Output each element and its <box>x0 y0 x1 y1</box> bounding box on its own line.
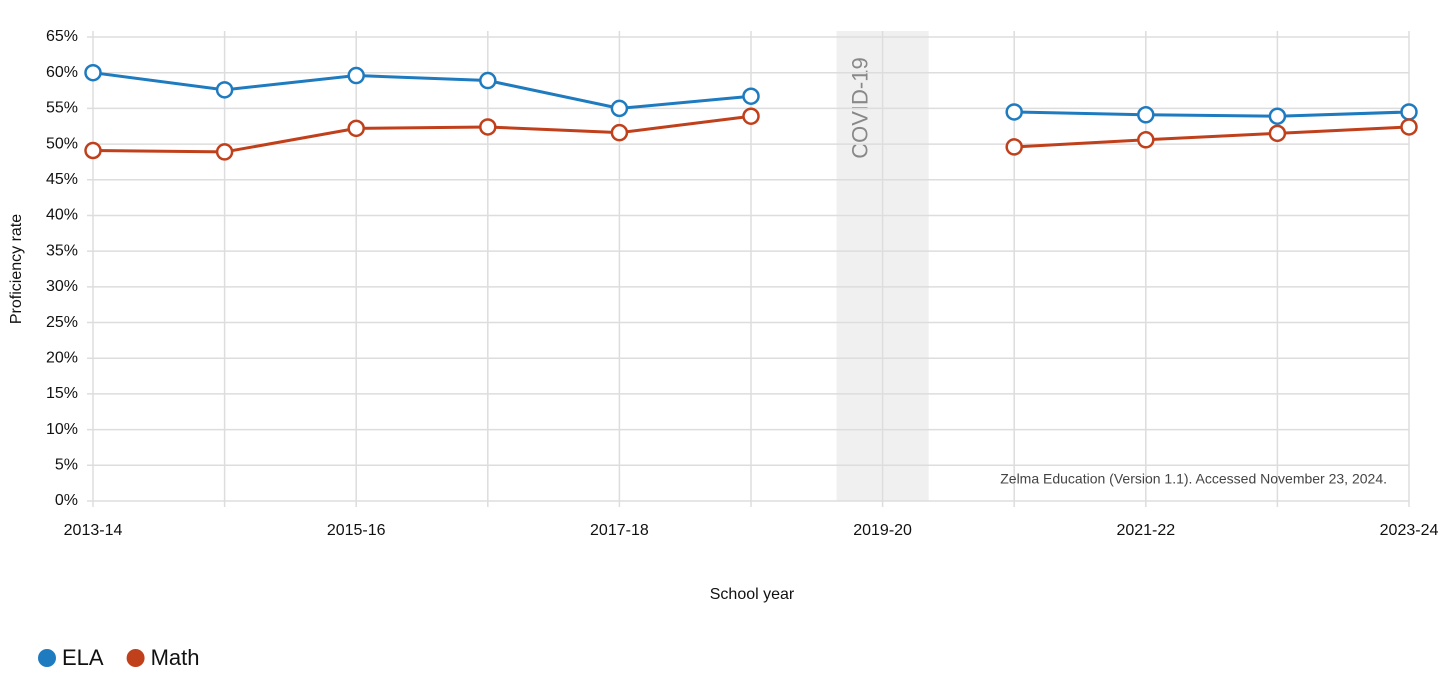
y-tick-label: 25% <box>46 314 78 331</box>
source-note: Zelma Education (Version 1.1). Accessed … <box>1000 471 1387 487</box>
point <box>1400 103 1418 121</box>
point <box>1137 131 1155 149</box>
y-tick-label: 35% <box>46 242 78 259</box>
x-tick-label: 2017-18 <box>590 522 649 539</box>
x-tick-label: 2013-14 <box>64 522 123 539</box>
point <box>1400 118 1418 136</box>
y-tick-label: 30% <box>46 278 78 295</box>
point <box>215 143 234 161</box>
point <box>1005 138 1023 156</box>
y-tick-label: 50% <box>46 135 78 152</box>
point <box>742 87 760 105</box>
series-line <box>92 71 1410 118</box>
point <box>479 118 497 136</box>
legend-label: Math <box>151 645 200 670</box>
y-tick-label: 45% <box>46 171 78 188</box>
y-tick-label: 0% <box>55 492 78 509</box>
x-tick-label: 2021-22 <box>1116 522 1175 539</box>
point <box>84 141 102 160</box>
y-tick-label: 40% <box>46 207 78 224</box>
y-axis-title: Proficiency rate <box>8 214 25 324</box>
point <box>347 119 365 138</box>
point <box>347 66 365 85</box>
x-tick-label: 2023-24 <box>1380 522 1439 539</box>
point <box>1137 106 1155 124</box>
x-axis-title: School year <box>710 586 795 603</box>
point <box>610 123 629 142</box>
point <box>742 107 760 125</box>
legend-label: ELA <box>62 645 104 670</box>
point <box>479 71 497 90</box>
point <box>1005 103 1023 121</box>
x-tick-label: 2019-20 <box>853 522 912 539</box>
y-tick-label: 65% <box>46 28 78 45</box>
point <box>1268 107 1287 125</box>
y-tick-label: 5% <box>55 457 78 474</box>
point <box>84 63 102 82</box>
point <box>1268 124 1287 143</box>
series-line <box>92 114 1410 154</box>
y-tick-label: 10% <box>46 421 78 438</box>
point <box>610 99 629 118</box>
point <box>215 81 234 99</box>
legend-swatch <box>126 649 145 667</box>
legend-swatch <box>38 649 56 667</box>
x-tick-label: 2015-16 <box>327 522 386 539</box>
y-tick-label: 55% <box>46 100 78 117</box>
y-tick-label: 60% <box>46 64 78 81</box>
y-tick-label: 15% <box>46 385 78 402</box>
y-tick-label: 20% <box>46 349 78 366</box>
